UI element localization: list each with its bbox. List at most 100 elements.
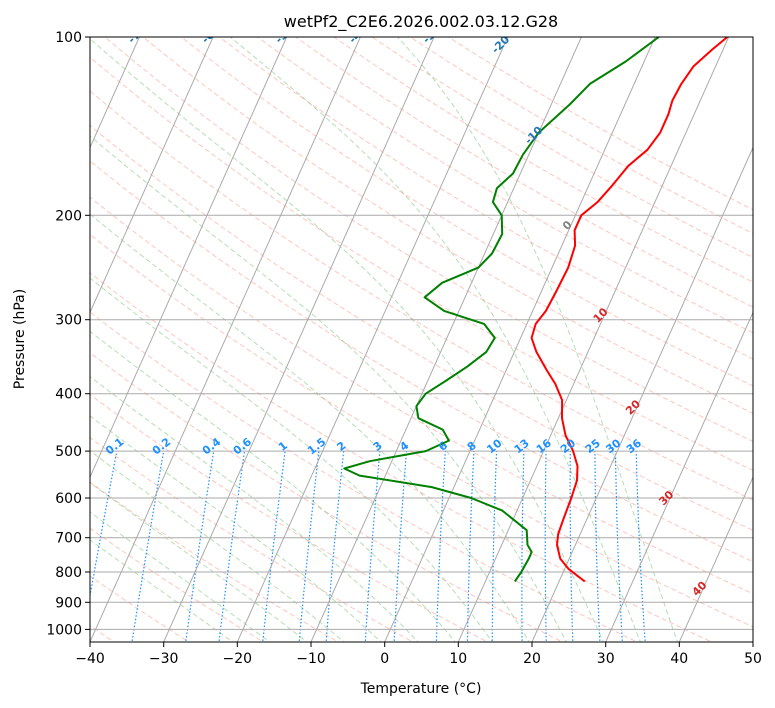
mixing-ratio-label: 0.4 bbox=[200, 435, 224, 457]
isotherm-line bbox=[90, 37, 288, 479]
y-tick-label: 600 bbox=[55, 491, 82, 507]
dry-adiabat-line bbox=[90, 56, 753, 471]
mixing-ratio-label: 1.5 bbox=[305, 435, 328, 457]
isotherm-line bbox=[236, 37, 509, 642]
mixing-ratio-label: 30 bbox=[603, 436, 623, 456]
isotherm-line bbox=[90, 37, 140, 149]
x-tick-label: 50 bbox=[744, 651, 762, 667]
dry-adiabat-line bbox=[90, 90, 753, 501]
isotherm-label: -70 bbox=[125, 23, 148, 46]
mixing-ratio-line bbox=[131, 450, 165, 642]
x-tick-label: 40 bbox=[670, 651, 688, 667]
mixing-ratio-labels: 0.1 0.2 0.4 0.6 1 1.5 2 3 4 6 8 10 13 16 20 25 30 36 bbox=[103, 435, 644, 457]
x-tick-label: 10 bbox=[449, 651, 467, 667]
dry-adiabat-line bbox=[90, 575, 190, 642]
y-axis-label: Pressure (hPa) bbox=[12, 289, 28, 389]
mixing-ratio-label: 0.1 bbox=[103, 435, 126, 457]
isotherm-label: -90 bbox=[0, 23, 1, 46]
dry-adiabat-line bbox=[90, 311, 639, 642]
mixing-ratio-label: 13 bbox=[512, 437, 532, 457]
y-tick-label: 1000 bbox=[46, 622, 82, 638]
dry-adiabat-line bbox=[90, 233, 753, 628]
y-tick-label: 400 bbox=[55, 387, 82, 403]
mixing-ratio-line bbox=[325, 451, 345, 642]
dry-adiabat-line bbox=[90, 160, 753, 563]
isotherm-line bbox=[90, 37, 361, 642]
dry-adiabat-line bbox=[371, 37, 753, 259]
mixing-ratio-label: 10 bbox=[484, 436, 504, 456]
y-tick-label: 200 bbox=[55, 208, 82, 224]
mixing-ratio-line bbox=[364, 451, 381, 642]
x-tick-label: 20 bbox=[523, 651, 541, 667]
dry-adiabat-line bbox=[90, 437, 414, 642]
isotherm-line bbox=[163, 37, 435, 642]
isotherm-line bbox=[0, 24, 72, 645]
moist-adiabat-line bbox=[90, 135, 568, 642]
isotherm-line bbox=[457, 37, 730, 642]
mixing-ratio-line bbox=[635, 451, 646, 642]
x-axis-ticks: −40 −30 −20 −10 0 10 20 30 40 50 bbox=[75, 642, 762, 667]
moist-adiabat-line bbox=[90, 213, 531, 642]
x-tick-label: 0 bbox=[380, 651, 389, 667]
dry-adiabat-line bbox=[180, 37, 753, 387]
x-tick-label: 30 bbox=[597, 651, 615, 667]
dry-adiabat-line bbox=[104, 37, 753, 443]
x-tick-label: −30 bbox=[149, 651, 179, 667]
temperature-profile-line bbox=[530, 37, 728, 583]
mixing-ratio-label: 25 bbox=[583, 437, 603, 457]
mixing-ratio-line bbox=[393, 451, 408, 642]
isotherm-label: -60 bbox=[199, 23, 222, 46]
isotherm-label: 0 bbox=[560, 218, 575, 233]
dry-adiabat-line bbox=[333, 37, 753, 283]
mixing-ratio-line bbox=[569, 451, 574, 642]
moist-adiabat-line bbox=[90, 511, 271, 642]
dry-adiabat-line bbox=[90, 481, 340, 642]
mixing-ratio-line bbox=[491, 451, 498, 642]
x-axis-label: Temperature (°C) bbox=[360, 681, 482, 697]
y-tick-label: 700 bbox=[55, 531, 82, 547]
mixing-ratio-line bbox=[544, 451, 547, 642]
moist-adiabat-line bbox=[90, 38, 605, 642]
mixing-ratio-label: 20 bbox=[558, 436, 578, 456]
plot-area: -100-90-80-70-60-50-40-30-20-10010203040… bbox=[0, 23, 753, 645]
y-tick-label: 800 bbox=[55, 565, 82, 581]
moist-adiabats bbox=[90, 37, 678, 642]
y-axis-ticks: 100 200 300 400 500 600 700 800 900 1000 bbox=[46, 30, 90, 638]
isotherm-label: -40 bbox=[346, 23, 369, 46]
moist-adiabat-line bbox=[90, 415, 382, 642]
moist-adiabat-line bbox=[90, 330, 456, 642]
isotherm-line bbox=[605, 311, 753, 642]
mixing-ratio-line bbox=[218, 451, 246, 642]
plot-frame bbox=[89, 36, 754, 643]
profile-lines bbox=[343, 37, 728, 583]
isotherm-line bbox=[752, 640, 753, 642]
chart-title: wetPf2_C2E6.2026.002.03.12.G28 bbox=[284, 12, 558, 32]
dry-adiabat-line bbox=[90, 124, 753, 531]
dry-adiabat-line bbox=[448, 37, 753, 211]
mixing-ratio-line bbox=[614, 451, 623, 642]
y-tick-label: 300 bbox=[55, 313, 82, 329]
moist-adiabat-line bbox=[229, 37, 642, 642]
isotherm-line bbox=[310, 37, 582, 642]
moist-adiabat-line bbox=[90, 481, 308, 642]
mixing-ratio-line bbox=[185, 451, 215, 642]
y-tick-label: 500 bbox=[55, 444, 82, 460]
mixing-ratio-line bbox=[90, 450, 118, 599]
isotherm-label: -20 bbox=[489, 33, 512, 56]
x-tick-label: −10 bbox=[296, 651, 326, 667]
mixing-ratio-label: 16 bbox=[534, 436, 554, 456]
mixing-ratio-label: 0.2 bbox=[150, 435, 173, 457]
dry-adiabat-line bbox=[90, 352, 564, 642]
dry-adiabats bbox=[90, 37, 753, 642]
isotherm-line bbox=[531, 146, 753, 642]
isotherm-label: -50 bbox=[273, 23, 296, 46]
y-tick-label: 900 bbox=[55, 595, 82, 611]
x-tick-label: −20 bbox=[223, 651, 253, 667]
isotherm-line bbox=[90, 37, 214, 314]
mixing-ratio-line bbox=[594, 451, 601, 642]
isotherm-line bbox=[384, 37, 656, 642]
dry-adiabat-line bbox=[218, 37, 753, 360]
isotherm-line bbox=[678, 475, 753, 642]
